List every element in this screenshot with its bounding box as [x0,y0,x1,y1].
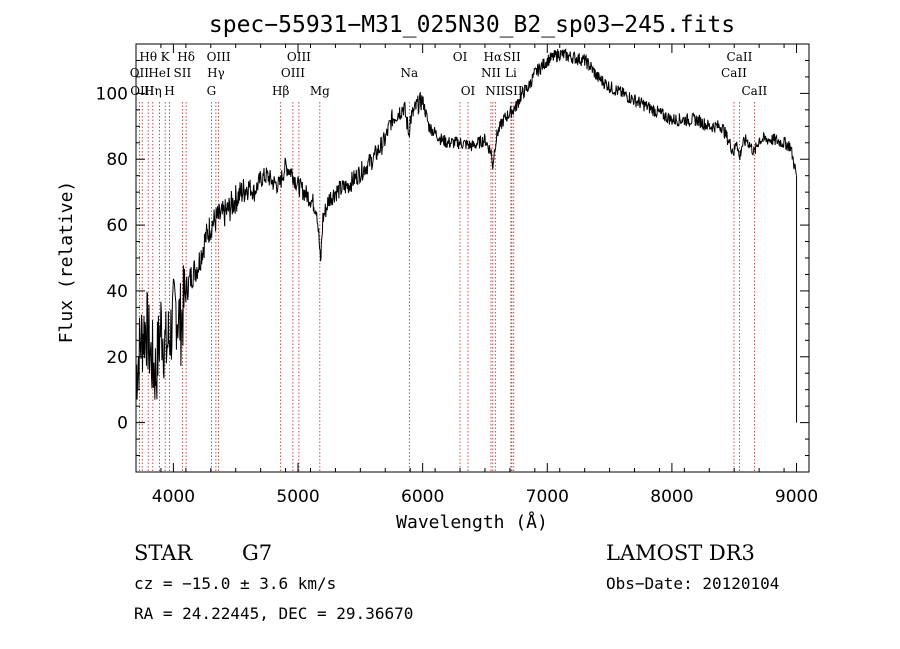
line-marker-label: Hβ [272,84,289,98]
line-marker-label: Hγ [207,66,225,80]
x-tick-label: 8000 [650,487,693,507]
obs-date: Obs−Date: 20120104 [606,574,779,593]
line-marker-label: CaII [721,66,747,80]
line-marker-label: Hα [484,50,503,64]
line-marker-label: SII [174,66,192,80]
y-tick-label: 100 [96,84,128,104]
line-marker-label: Na [400,66,418,80]
object-subclass: G7 [242,541,272,565]
y-tick-label: 40 [106,282,128,302]
line-marker-label: K [161,50,171,64]
line-marker-label: G [207,84,217,98]
x-tick-label: 9000 [775,487,818,507]
line-marker-label: SII [505,84,523,98]
y-tick-label: 20 [106,348,128,368]
y-tick-label: 80 [106,150,128,170]
y-axis-label: Flux (relative) [56,181,77,344]
line-marker-label: NII [481,66,501,80]
line-marker-label: OIII [281,66,305,80]
spectrum-series [135,48,797,400]
survey-name: LAMOST DR3 [606,541,755,565]
x-tick-label: 7000 [526,487,569,507]
line-marker-label: SII [503,50,521,64]
plot-area [135,48,798,423]
plot-frame [135,43,810,473]
line-marker-label: H [164,84,174,98]
line-marker-label: OII [130,66,150,80]
line-marker-label: Hη [144,84,162,98]
x-tick-label: 6000 [401,487,444,507]
line-marker-label: Hθ [139,50,157,64]
line-marker-label: HeI [148,66,171,80]
line-marker-label: CaII [741,84,767,98]
line-marker-label: OI [453,50,468,64]
coordinates: RA = 24.22445, DEC = 29.36670 [134,604,413,623]
y-tick-label: 60 [106,216,128,236]
line-marker-label: Li [505,66,517,80]
chart-title: spec−55931−M31_025N30_B2_sp03−245.fits [209,12,735,38]
line-marker-label: CaII [727,50,753,64]
redshift-text: cz = −15.0 ± 3.6 km/s [134,574,336,593]
line-marker-label: OI [461,84,476,98]
y-tick-label: 0 [117,414,128,434]
x-axis-label: Wavelength (Å) [396,511,548,533]
line-marker-label: OIII [207,50,231,64]
object-class: STAR [134,541,193,565]
x-tick-label: 4000 [152,487,195,507]
line-marker-label: Mg [310,84,330,98]
line-marker-label: NII [485,84,505,98]
axis-ticks: 4000 5000 6000 7000 8000 9000 0 20 40 60 80 100 [96,44,818,507]
x-tick-label: 5000 [276,487,319,507]
line-marker-label: Hδ [177,50,195,64]
line-marker-label: OIII [287,50,311,64]
